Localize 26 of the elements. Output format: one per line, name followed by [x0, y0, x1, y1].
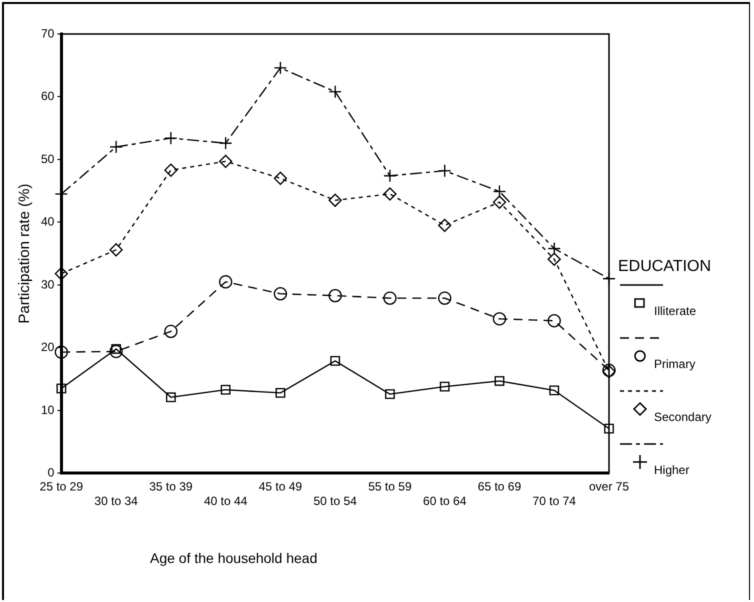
y-tick-label: 40 — [40, 214, 55, 229]
y-tick-label: 60 — [40, 89, 55, 104]
legend-label: Illiterate — [654, 304, 696, 318]
y-tick-label: 50 — [40, 152, 55, 166]
x-tick-label: 50 to 54 — [313, 494, 358, 508]
legend-label: Higher — [654, 463, 690, 477]
y-tick-label: 70 — [40, 26, 55, 40]
x-tick-label: 30 to 34 — [94, 494, 138, 508]
x-tick-label: 40 to 44 — [204, 494, 248, 508]
x-tick-label: 70 to 74 — [532, 494, 576, 508]
legend-title: EDUCATION — [618, 258, 712, 276]
x-tick-label: 60 to 64 — [423, 494, 467, 508]
x-tick-label: 55 to 59 — [368, 480, 412, 494]
x-tick-label: 35 to 39 — [149, 480, 193, 494]
y-tick-label: 20 — [40, 340, 55, 354]
y-axis-title: Participation rate (%) — [16, 184, 34, 324]
x-tick-label: 65 to 69 — [478, 480, 522, 494]
x-tick-label: 45 to 49 — [258, 480, 302, 494]
y-tick-label: 0 — [48, 466, 55, 480]
x-axis-title: Age of the household head — [150, 550, 318, 566]
legend-label: Secondary — [654, 410, 712, 424]
legend-label: Primary — [654, 357, 696, 371]
x-tick-label: over 75 — [588, 480, 630, 494]
y-tick-label: 10 — [40, 402, 55, 417]
y-tick-label: 30 — [40, 277, 55, 292]
x-tick-label: 25 to 29 — [40, 480, 84, 494]
